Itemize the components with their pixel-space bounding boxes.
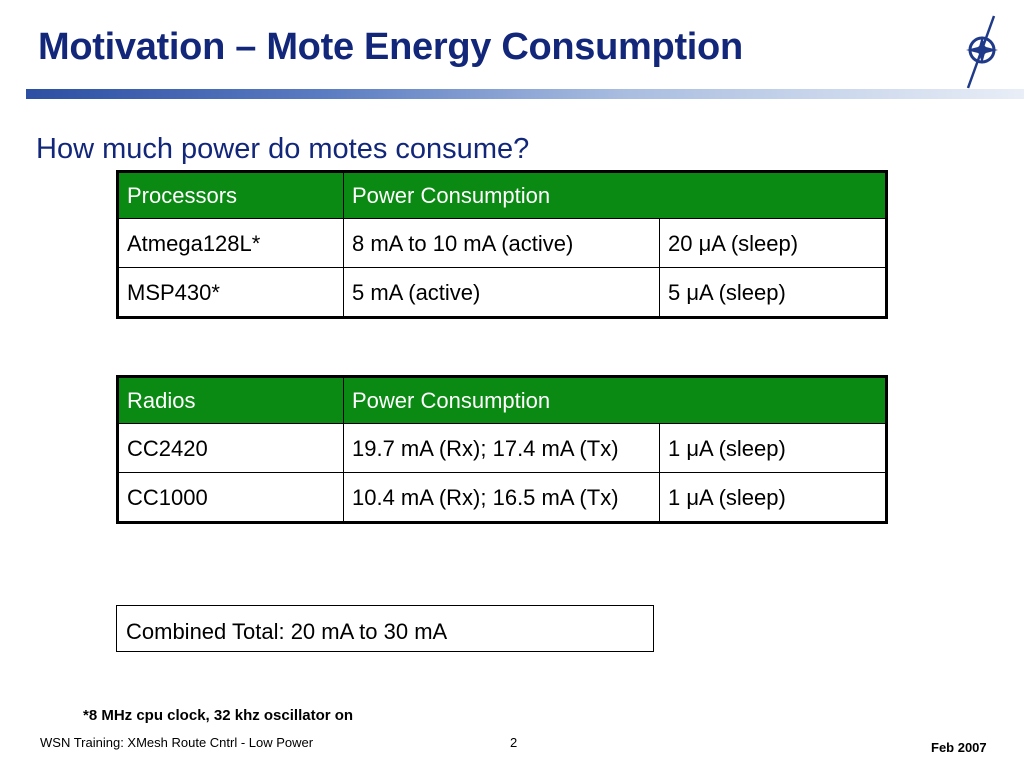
table-header-row: Radios Power Consumption xyxy=(117,376,887,424)
table-cell: CC1000 xyxy=(117,472,344,523)
title-underline xyxy=(26,89,1024,99)
table-row: MSP430* 5 mA (active) 5 μA (sleep) xyxy=(117,267,887,318)
table-cell: 1 μA (sleep) xyxy=(659,423,887,473)
table-cell: 19.7 mA (Rx); 17.4 mA (Tx) xyxy=(343,423,660,473)
footer-date: Feb 2007 xyxy=(931,740,987,755)
table-cell: 5 μA (sleep) xyxy=(659,267,887,318)
table-row: Atmega128L* 8 mA to 10 mA (active) 20 μA… xyxy=(117,218,887,268)
table-cell: 1 μA (sleep) xyxy=(659,472,887,523)
table-row: CC1000 10.4 mA (Rx); 16.5 mA (Tx) 1 μA (… xyxy=(117,472,887,523)
compass-logo-icon xyxy=(966,15,998,89)
table-cell: 5 mA (active) xyxy=(343,267,660,318)
table-cell: 20 μA (sleep) xyxy=(659,218,887,268)
table-header-row: Processors Power Consumption xyxy=(117,171,887,219)
slide-title: Motivation – Mote Energy Consumption xyxy=(38,26,743,68)
table-cell: 8 mA to 10 mA (active) xyxy=(343,218,660,268)
table-cell: Atmega128L* xyxy=(117,218,344,268)
table-cell: MSP430* xyxy=(117,267,344,318)
page-number: 2 xyxy=(510,735,518,750)
table-header-cell: Radios xyxy=(117,376,344,424)
slide-subtitle: How much power do motes consume? xyxy=(36,133,530,165)
processors-table: Processors Power Consumption Atmega128L*… xyxy=(116,170,888,319)
table-header-cell: Power Consumption xyxy=(343,171,887,219)
footnote: *8 MHz cpu clock, 32 khz oscillator on xyxy=(83,707,354,724)
table-cell: 10.4 mA (Rx); 16.5 mA (Tx) xyxy=(343,472,660,523)
table-row: CC2420 19.7 mA (Rx); 17.4 mA (Tx) 1 μA (… xyxy=(117,423,887,473)
table-header-cell: Power Consumption xyxy=(343,376,887,424)
radios-table: Radios Power Consumption CC2420 19.7 mA … xyxy=(116,375,888,524)
table-header-cell: Processors xyxy=(117,171,344,219)
combined-total-box: Combined Total: 20 mA to 30 mA xyxy=(116,605,654,652)
table-cell: CC2420 xyxy=(117,423,344,473)
footer-caption: WSN Training: XMesh Route Cntrl - Low Po… xyxy=(40,735,314,750)
